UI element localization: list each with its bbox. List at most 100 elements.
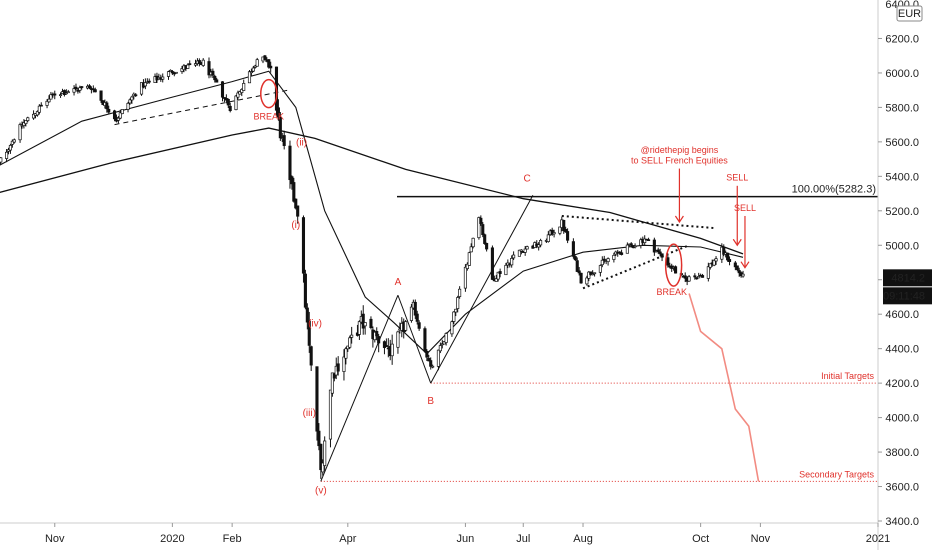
arrow-ridethepig-head (674, 215, 684, 224)
candle-body-2019-11-14 (78, 87, 82, 91)
candle-body-2020-06-11 (483, 234, 487, 244)
candle-body-2020-09-04 (647, 239, 651, 242)
candle-body-2020-04-03 (350, 334, 354, 338)
candle-body-2019-11-07 (64, 92, 68, 95)
trendline-5 (561, 214, 715, 230)
candle-body-2020-03-23 (328, 389, 333, 440)
x-tick-label-10: 2021 (866, 533, 890, 545)
candle-body-2020-08-24 (625, 244, 629, 254)
candle-body-2019-12-20 (147, 80, 151, 83)
candle-body-2020-08-10 (598, 265, 602, 273)
candle-body-2020-07-22 (562, 219, 566, 231)
candle-body-2019-10-28 (45, 100, 49, 106)
y-tick-label-5000.0: 5000.0 (885, 240, 919, 252)
candle-body-2020-02-25 (276, 107, 280, 118)
candle-body-2020-07-27 (571, 241, 575, 257)
candle-body-2020-09-09 (656, 249, 660, 253)
x-tick-label-4: Apr (339, 533, 356, 545)
currency-label: EUR (898, 8, 921, 20)
wave-label-6: A (395, 277, 402, 288)
candle-body-2020-01-27 (220, 81, 225, 98)
candle-body-2020-04-07 (357, 321, 361, 335)
candle-body-2020-06-03 (467, 252, 471, 266)
candle-body-2019-12-02 (112, 110, 117, 120)
candle-body-2020-01-10 (188, 63, 192, 65)
wave-label-1: (i) (291, 220, 300, 231)
wave-label-4: (iv) (308, 318, 322, 329)
candle-body-2019-11-04 (59, 94, 63, 97)
candle-body-2020-04-27 (396, 331, 400, 348)
slow-moving-average (0, 127, 744, 255)
candle-body-2020-08-07 (593, 272, 597, 275)
candle-body-2020-10-08 (712, 259, 716, 266)
candle-body-2020-05-25 (450, 321, 454, 335)
candle-body-2019-12-31 (168, 69, 172, 72)
candle-body-2019-10-07 (5, 151, 9, 159)
y-tick-label-3800.0: 3800.0 (885, 447, 919, 459)
candle-body-2020-09-23 (683, 275, 687, 279)
candle-body-2020-10-20 (735, 265, 739, 270)
trendline-2 (430, 195, 534, 384)
candle-body-2019-10-30 (49, 94, 53, 100)
projection-layer (688, 293, 760, 482)
candle-body-2019-10-10 (10, 140, 14, 145)
x-tick-label-3: Feb (223, 533, 242, 545)
candle-body-2020-01-01 (170, 71, 174, 74)
candle-body-2020-06-12 (485, 242, 489, 250)
candle-body-2019-12-30 (166, 71, 171, 77)
candle-body-2020-01-23 (213, 75, 217, 81)
candle-body-2020-01-24 (215, 79, 219, 83)
candle-body-2020-03-19 (321, 462, 325, 473)
y-tick-label-6000.0: 6000.0 (885, 68, 919, 80)
fib-level-layer: 100.00%(5282.3) (397, 184, 878, 198)
candle-body-2020-03-10 (303, 273, 307, 308)
candle-body-2020-04-21 (384, 345, 388, 347)
candle-body-2020-03-11 (305, 307, 309, 323)
candle-body-2020-05-19 (438, 345, 442, 352)
candle-body-2020-02-07 (242, 83, 246, 91)
candle-body-2020-05-04 (409, 306, 413, 321)
candle-body-2020-01-22 (211, 70, 215, 76)
candle-body-2020-02-12 (251, 67, 255, 72)
candle-body-2020-05-22 (444, 333, 448, 343)
candle-body-2019-10-21 (32, 113, 36, 119)
candle-body-2019-12-18 (143, 82, 147, 87)
candle-body-2020-02-10 (247, 71, 252, 84)
break-circle-1 (260, 78, 278, 109)
candle-body-2019-11-15 (80, 86, 84, 88)
candle-body-2020-06-26 (512, 254, 516, 259)
candle-body-2020-06-09 (479, 217, 483, 224)
candle-body-2020-10-15 (726, 252, 730, 261)
candle-body-2020-09-07 (652, 239, 656, 253)
time-tag (883, 287, 932, 305)
candle-body-2019-12-05 (118, 112, 122, 119)
candle-body-2020-03-24 (330, 372, 334, 394)
x-tick-label-2: 2020 (160, 533, 184, 545)
candle-body-2020-01-17 (201, 59, 205, 66)
candle-body-2020-08-21 (620, 252, 624, 255)
candle-body-2020-07-03 (525, 246, 529, 250)
candle-body-2020-01-28 (222, 97, 226, 99)
candle-body-2019-12-10 (128, 99, 132, 104)
candle-body-2020-05-29 (458, 288, 462, 297)
candle-body-2019-10-04 (0, 157, 3, 163)
candle-body-2020-01-15 (197, 60, 201, 64)
candle-body-2020-06-17 (494, 278, 498, 282)
candle-body-2019-11-08 (66, 91, 70, 94)
candle-body-2020-08-28 (633, 245, 637, 248)
y-tick-label-4400.0: 4400.0 (885, 344, 919, 356)
candle-body-2020-10-06 (708, 263, 712, 268)
y-tick-label-5400.0: 5400.0 (885, 171, 919, 183)
y-tick-label-5800.0: 5800.0 (885, 102, 919, 114)
candle-body-2020-07-28 (573, 256, 577, 261)
moving-averages-layer (0, 70, 744, 355)
candle-body-2020-10-23 (741, 273, 745, 277)
annotation-4: to SELL French Equities (631, 155, 728, 165)
candle-body-2020-08-06 (591, 273, 595, 276)
y-tick-label-4600.0: 4600.0 (885, 309, 919, 321)
candle-body-2020-02-20 (267, 59, 271, 68)
x-tick-label-5: Jun (457, 533, 475, 545)
trendline-1 (320, 295, 399, 482)
wave-label-3: (iii) (303, 408, 316, 419)
